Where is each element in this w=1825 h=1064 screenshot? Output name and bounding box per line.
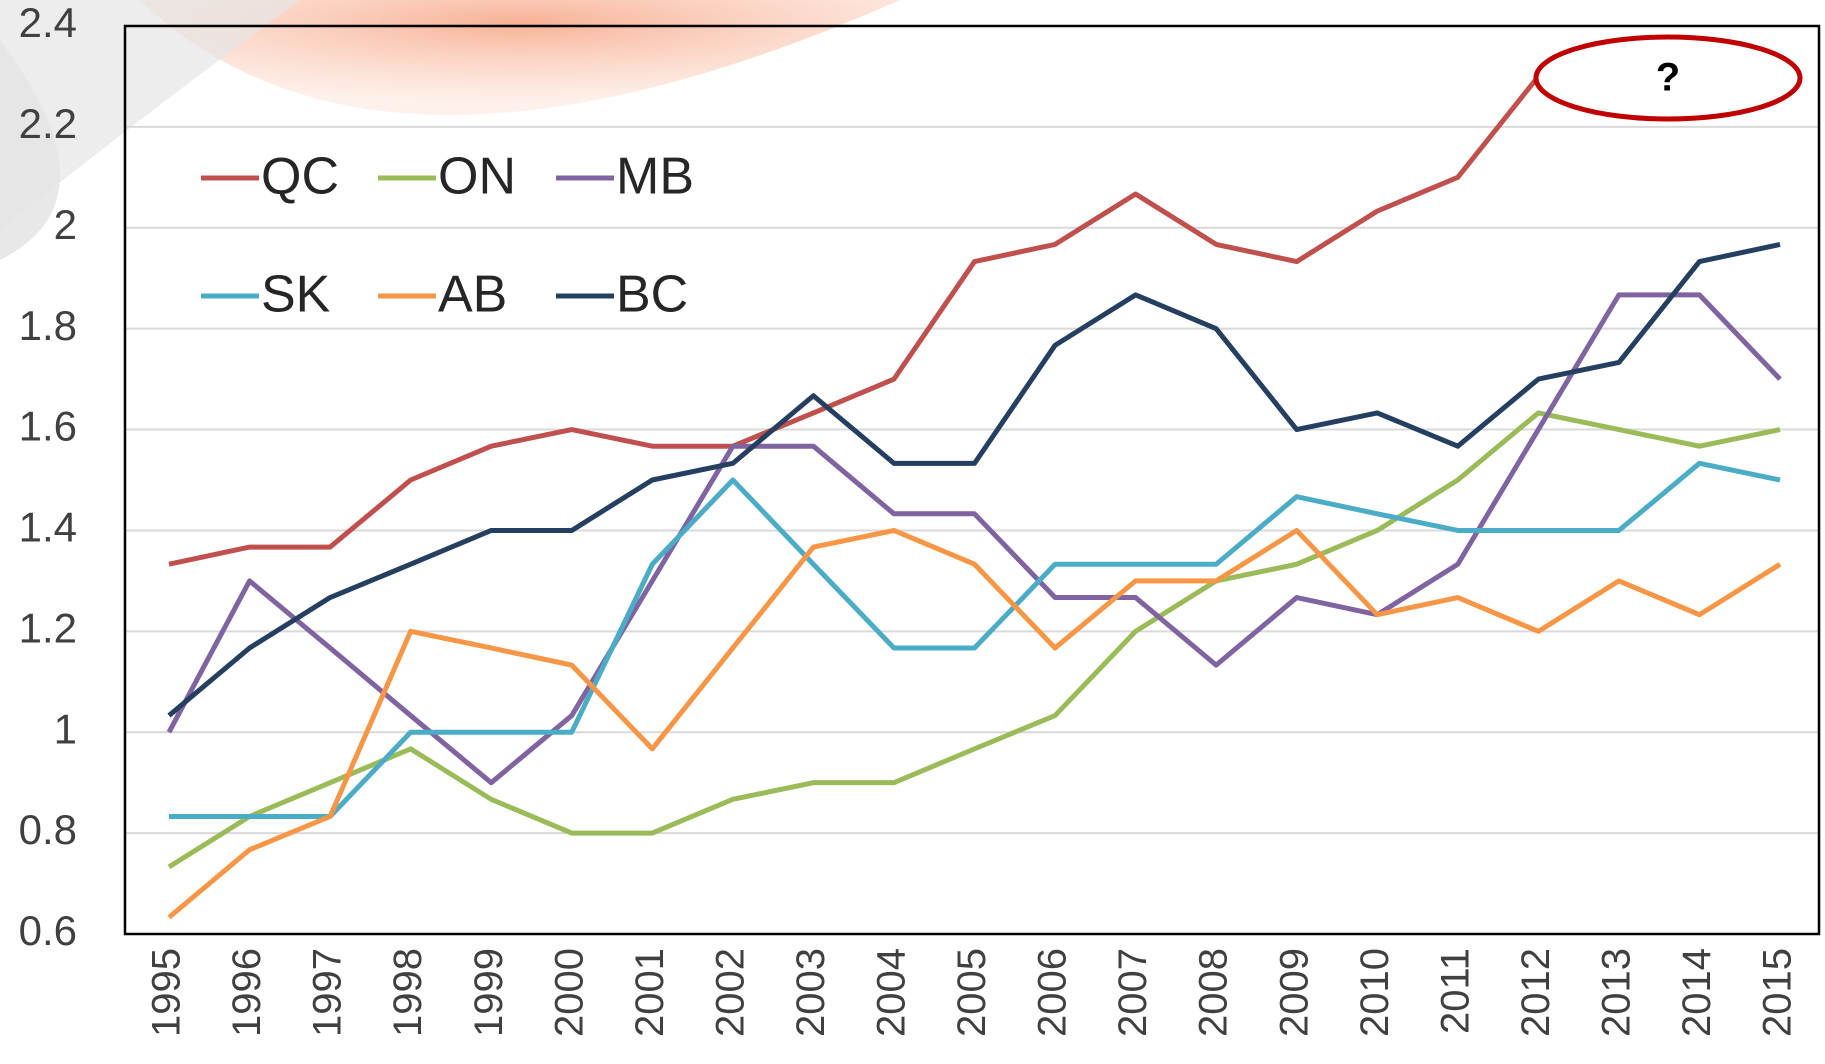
x-tick-label: 2014 [1675, 948, 1719, 1037]
x-tick-label: 2010 [1353, 948, 1397, 1037]
y-tick-label: 0.8 [19, 806, 77, 853]
y-tick-label: 1.6 [19, 403, 77, 450]
y-tick-label: 2.4 [19, 0, 77, 46]
annotation: ? [1656, 56, 1680, 100]
x-tick-label: 2008 [1192, 948, 1236, 1037]
y-tick-label: 0.6 [19, 907, 77, 954]
x-tick-label: 1996 [225, 948, 269, 1037]
legend-label: ON [438, 148, 516, 206]
x-tick-label: 2000 [547, 948, 591, 1037]
x-tick-label: 2012 [1514, 948, 1558, 1037]
legend: QC ON MB SK AB BC [201, 148, 694, 324]
y-tick-label: 1.4 [19, 504, 77, 551]
x-tick-label: 2004 [870, 948, 914, 1037]
x-tick-label: 2011 [1433, 948, 1477, 1034]
series-line [166, 292, 1782, 786]
x-tick-label: 2002 [708, 948, 752, 1037]
plot-frame [123, 24, 1821, 936]
x-tick-label: 2003 [789, 948, 833, 1037]
y-tick-label: 2 [54, 201, 77, 248]
axis-labels: 0.6 0.8 1 1.2 1.4 1.6 1.8 2 2.2 2.4 1995 1996 1997 19… [19, 0, 1800, 1037]
legend-label: AB [438, 266, 507, 324]
legend-label: MB [616, 148, 694, 206]
x-tick-label: 2007 [1111, 948, 1155, 1037]
y-tick-label: 2.2 [19, 100, 77, 147]
y-tick-label: 1.8 [19, 302, 77, 349]
series-line [167, 241, 1781, 718]
x-tick-label: 1995 [145, 948, 189, 1037]
series-line [167, 527, 1782, 920]
series-line [169, 460, 1781, 819]
legend-label: BC [616, 266, 688, 324]
x-tick-label: 2013 [1594, 948, 1638, 1037]
grid [125, 25, 1819, 935]
series-lines [166, 74, 1782, 920]
series-line [168, 74, 1541, 567]
x-tick-label: 2009 [1272, 948, 1316, 1037]
y-tick-label: 1 [54, 705, 77, 752]
x-tick-label: 2005 [950, 948, 994, 1037]
x-tick-label: 2001 [628, 948, 672, 1037]
background-decoration [0, 0, 900, 260]
x-tick-label: 1999 [467, 948, 511, 1037]
legend-label: SK [261, 266, 331, 324]
x-tick-label: 1997 [306, 948, 350, 1037]
legend-label: QC [261, 148, 339, 206]
x-tick-label: 2006 [1031, 948, 1075, 1037]
annotation-ellipse [1533, 34, 1803, 122]
x-tick-label: 1998 [386, 948, 430, 1037]
y-tick-label: 1.2 [19, 604, 77, 651]
x-tick-label: 2015 [1756, 948, 1800, 1037]
series-line [167, 410, 1781, 870]
